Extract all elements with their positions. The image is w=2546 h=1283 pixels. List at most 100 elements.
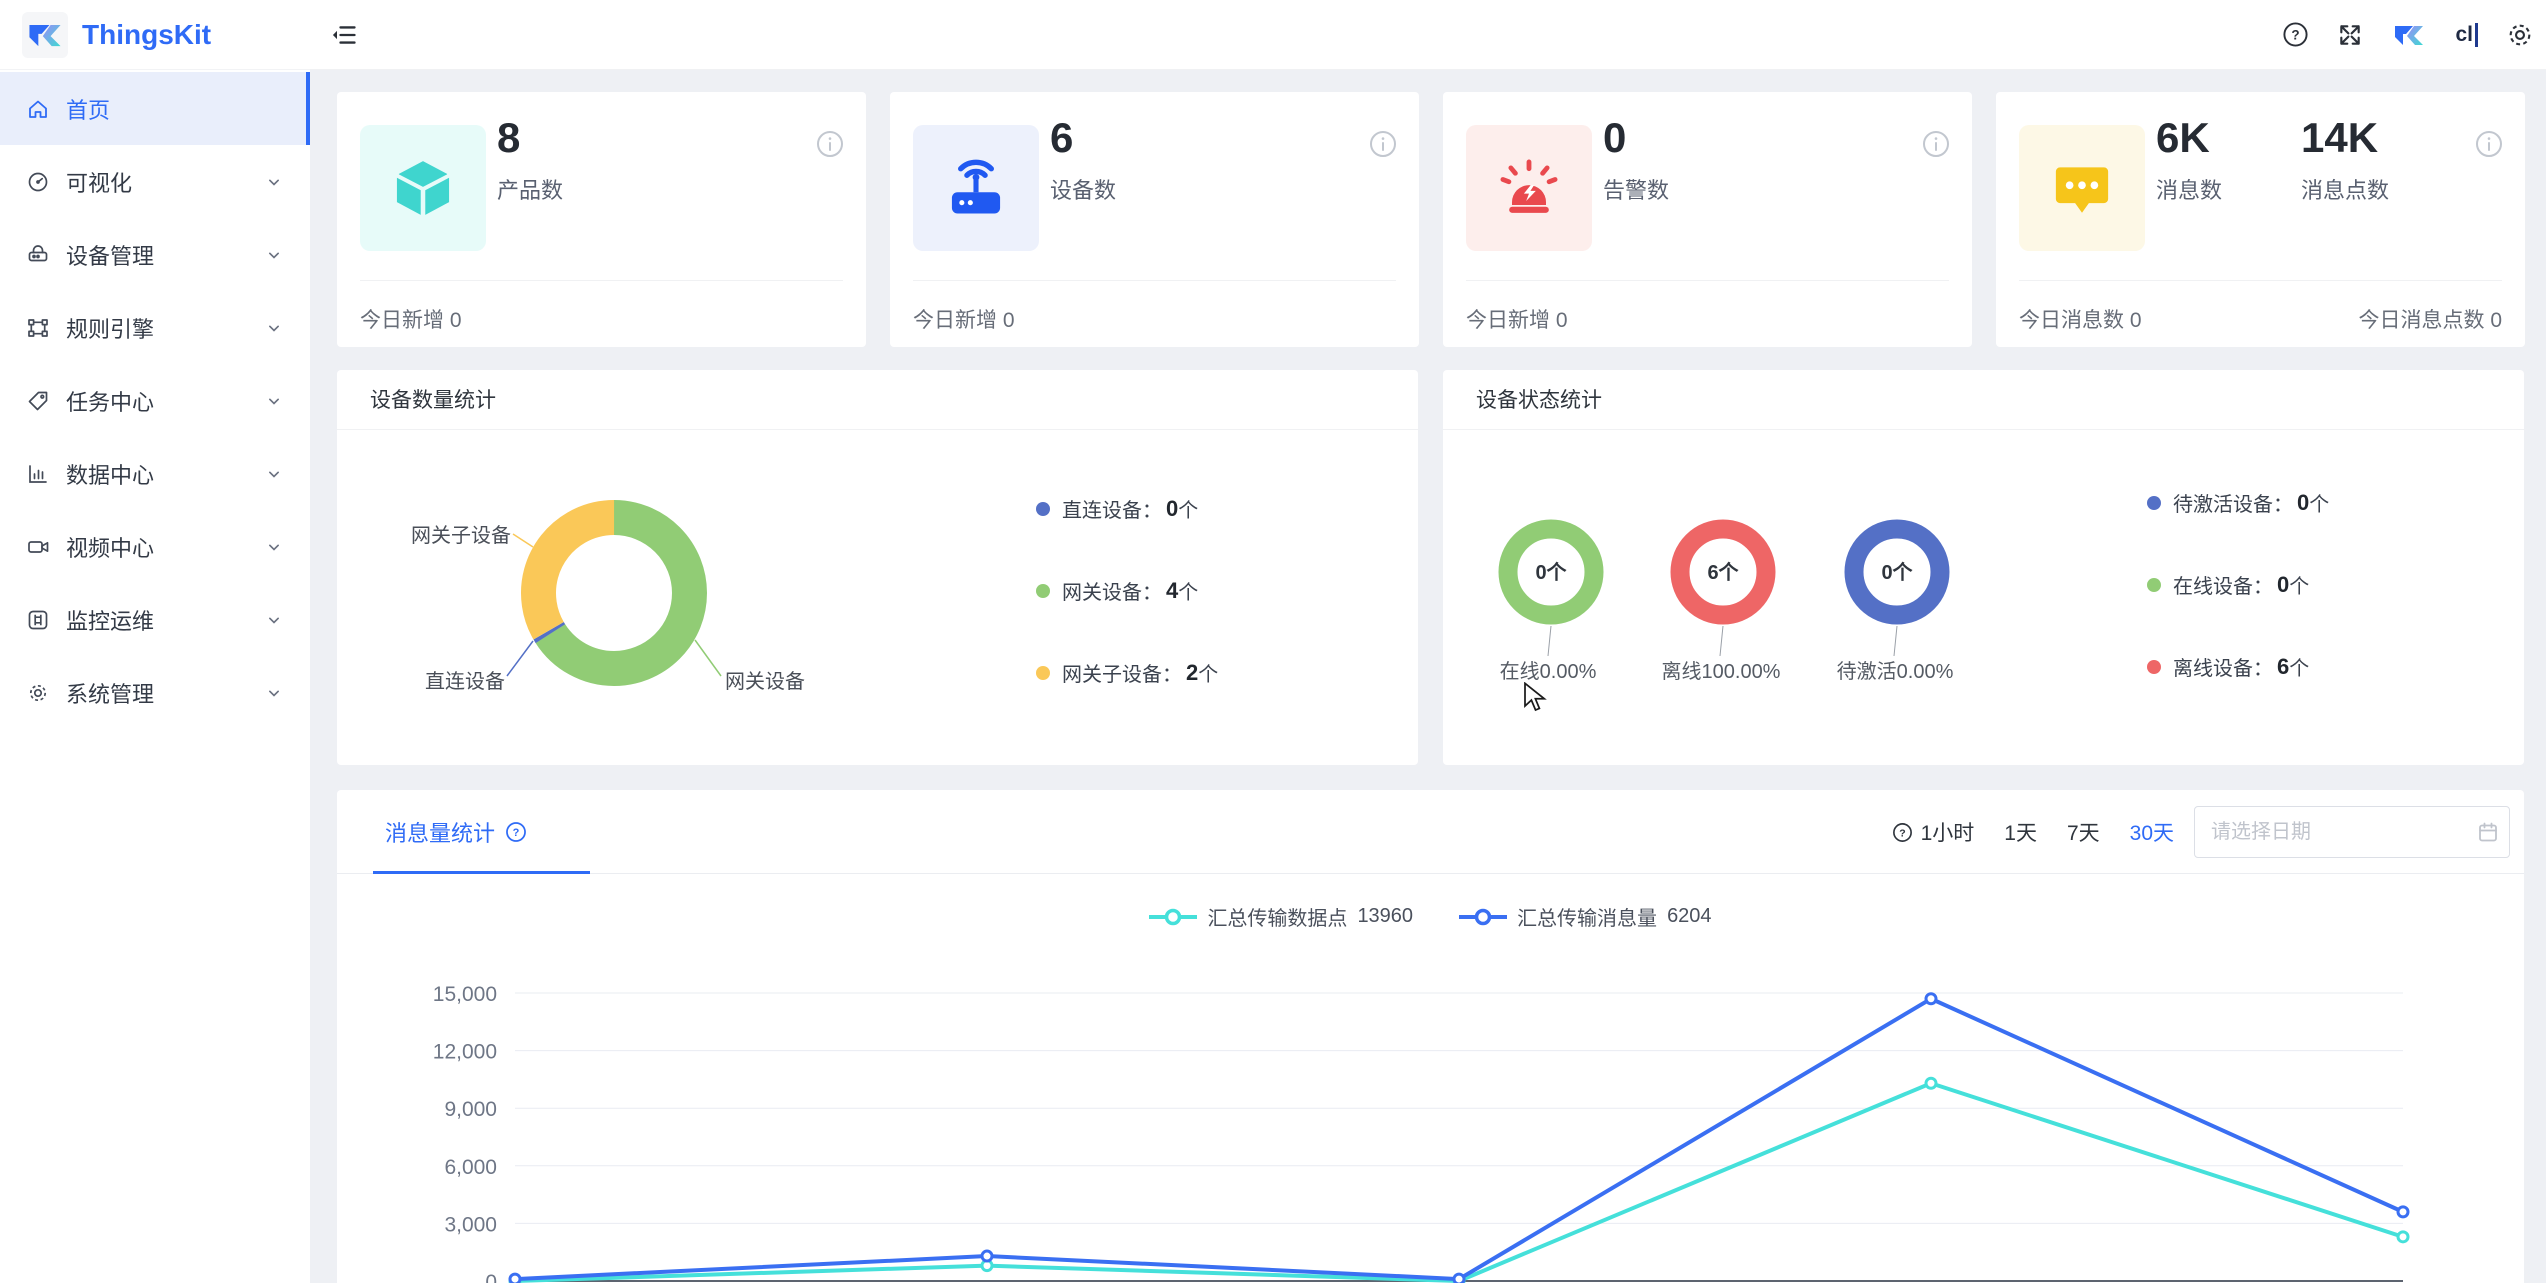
tab-help-icon[interactable]: ? [505,821,527,843]
metric-value: 6 [1050,114,1074,161]
username[interactable]: cl [2455,22,2478,47]
sidebar-item-rule-engine[interactable]: 规则引擎 [0,291,310,364]
legend-count: 4 [1166,577,1179,603]
range-1day[interactable]: 1天 [2004,822,2037,845]
legend-item-gateway[interactable]: 网关设备： 4 个 [1036,576,1218,605]
chevron-down-icon [269,325,279,332]
callout-line [694,639,722,677]
ring-label-pending: 待激活0.00% [1837,660,1954,683]
device-status-rings-chart: 0个 在线0.00% 6个 离线100.00% 0个 待激活0.00% [1498,519,1954,683]
device-status-panel: 设备状态统计 0个 在线0.00% 6个 离线100.00% 0个 待激活0.0… [1443,370,2524,765]
metric-value: 0 [1603,114,1627,161]
date-input[interactable] [2195,820,2476,844]
fullscreen-icon[interactable] [2337,22,2363,48]
ring-callout-line [1719,625,1724,657]
card-divider [1466,280,1949,281]
sidebar-item-label: 首页 [66,97,111,123]
metric-value: 8 [497,114,521,161]
data-chart-icon [29,464,47,483]
legend-item-offline[interactable]: 离线设备： 6 个 [2147,652,2329,681]
card-footer-text: 今日新增 0 [913,309,1015,332]
sidebar-item-label: 任务中心 [66,389,155,415]
legend-item-message-volume[interactable]: 汇总传输消息量 6204 [1459,902,1712,931]
mouse-cursor [1522,681,1548,719]
metric-messages: 6K 消息数 [2156,116,2222,205]
alarm-icon [1500,159,1558,213]
menu-fold-icon[interactable] [330,21,358,49]
card-footer-text: 今日新增 0 [1466,309,1568,332]
stat-card-devices: 6 设备数 今日新增 0 [890,92,1419,347]
legend-label: 离线设备 [2173,658,2253,680]
range-help-icon[interactable]: ? [1892,822,1913,843]
info-icon[interactable] [2475,130,2503,163]
panel-title: 设备状态统计 [1443,370,2524,430]
chevron-down-icon [269,617,279,624]
metric-alarms: 0 告警数 [1603,116,1669,205]
info-icon[interactable] [1922,130,1950,163]
info-icon[interactable] [1369,130,1397,163]
svg-text:?: ? [2292,27,2300,42]
svg-text:?: ? [1899,827,1905,839]
tab-message-volume[interactable]: 消息量统计 ? [385,790,527,874]
legend-count: 2 [1186,659,1199,685]
ring-count-online: 0个 [1535,561,1567,584]
metric-label: 消息数 [2156,178,2223,203]
active-indicator [306,72,310,145]
sidebar-item-home[interactable]: 首页 [0,72,310,145]
thingskit-logo-icon [29,24,61,46]
donut-callout-direct: 直连设备 [425,670,505,693]
sidebar-item-label: 可视化 [66,170,133,196]
sidebar-item-label: 监控运维 [66,608,155,634]
donut-callout-gateway: 网关设备 [725,670,805,693]
date-picker[interactable] [2194,806,2510,858]
range-30days[interactable]: 30天 [2129,822,2174,845]
legend-unit: 个 [1198,664,1219,686]
legend-count: 0 [2277,571,2290,597]
time-range-selector: ? 1小时 1天 7天 30天 [1892,790,2174,874]
legend-unit: 个 [1178,500,1199,522]
legend-unit: 个 [2289,576,2310,598]
legend-item-online[interactable]: 在线设备： 0 个 [2147,570,2329,599]
sidebar-item-label: 设备管理 [66,243,155,269]
legend-unit: 个 [2309,494,2330,516]
sidebar-item-data-center[interactable]: 数据中心 [0,437,310,510]
metric-value: 6K [2156,114,2210,161]
sidebar-item-video-center[interactable]: 视频中心 [0,510,310,583]
device-icon-tile [913,125,1039,251]
top-header: ? cl [310,0,2546,70]
sidebar-item-visualization[interactable]: 可视化 [0,145,310,218]
stat-card-messages: 6K 消息数 14K 消息点数 今日消息数 0 今日消息点数 0 [1996,92,2525,347]
legend-marker [1149,908,1198,925]
legend-item-data-points[interactable]: 汇总传输数据点 13960 [1149,902,1413,931]
sidebar-item-device-management[interactable]: 设备管理 [0,218,310,291]
legend-separator: ： [2253,576,2273,598]
card-footer-text: 今日新增 0 [360,309,462,332]
legend-label: 在线设备 [2173,576,2253,598]
tab-label: 消息量统计 [385,821,496,846]
svg-text:12,000: 12,000 [433,1041,497,1064]
video-icon [28,540,49,553]
device-status-legend: 待激活设备： 0 个 在线设备： 0 个 离线设备： 6 个 [2147,488,2329,681]
ring-label-offline: 离线100.00% [1662,660,1781,683]
chevron-down-icon [269,690,279,697]
device-count-panel: 设备数量统计 网关子设备 直连设备 网关设备 直连设备： 0 个 [337,370,1418,765]
legend-item-gateway-sub[interactable]: 网关子设备： 2 个 [1036,658,1218,687]
settings-gear-icon[interactable] [2506,21,2534,49]
range-1hour[interactable]: 1小时 [1920,822,1975,845]
sidebar-item-system-management[interactable]: 系统管理 [0,656,310,729]
range-7days[interactable]: 7天 [2066,822,2100,845]
metric-devices: 6 设备数 [1050,116,1116,205]
legend-item-direct[interactable]: 直连设备： 0 个 [1036,494,1218,523]
sidebar-item-task-center[interactable]: 任务中心 [0,364,310,437]
legend-item-pending-activation[interactable]: 待激活设备： 0 个 [2147,488,2329,517]
legend-total: 13960 [1357,905,1414,927]
user-avatar-logo[interactable] [2391,17,2427,53]
device-icon [28,244,48,261]
rule-engine-icon [28,318,48,337]
sidebar-item-monitor-ops[interactable]: 监控运维 [0,583,310,656]
help-icon[interactable]: ? [2282,21,2309,48]
metric-message-points: 14K 消息点数 [2301,116,2389,205]
info-icon[interactable] [816,130,844,163]
ring-label-online: 在线0.00% [1500,660,1597,683]
legend-count: 0 [1166,495,1179,521]
